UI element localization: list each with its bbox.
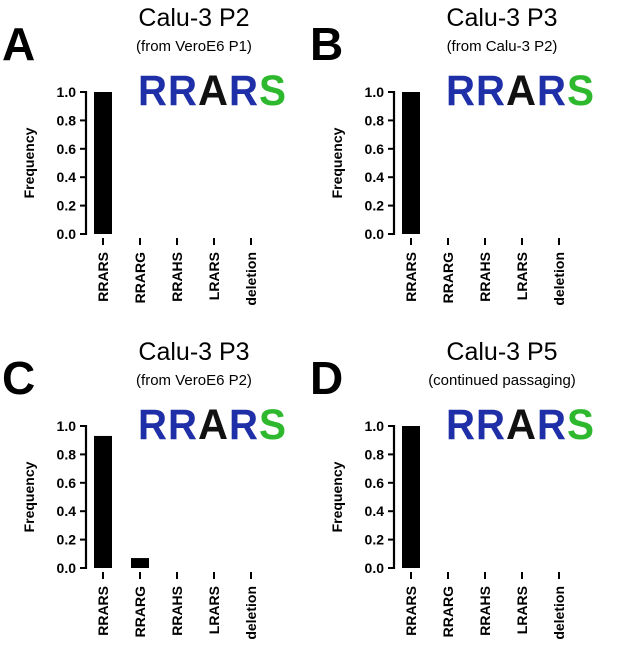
y-axis-label: Frequency <box>21 127 37 198</box>
bar-rrars <box>94 92 112 234</box>
x-tick-label: deletion <box>551 252 567 306</box>
logo-letter: R <box>168 401 197 449</box>
y-tick-label: 1.0 <box>57 418 77 434</box>
x-tick-label: RRARS <box>95 586 111 636</box>
x-tick-label: RRARG <box>132 252 148 303</box>
y-tick-label: 0.8 <box>365 112 385 128</box>
logo-letter: S <box>259 67 286 115</box>
panel-letter: C <box>2 352 35 404</box>
logo-letter: R <box>476 67 505 115</box>
x-tick-label: RRARG <box>132 586 148 637</box>
logo-letter: R <box>138 401 167 449</box>
panel-c: C Calu-3 P3 (from VeroE6 P2) R R A R S 0.0 0.2 0.4… <box>0 334 300 664</box>
chart-a: A Calu-3 P2(from VeroE6 P1)R R A R S0.00.20.4… <box>2 4 286 306</box>
y-tick-label: 1.0 <box>365 84 385 100</box>
y-tick-label: 1.0 <box>57 84 77 100</box>
x-tick-label: RRAHS <box>477 586 493 636</box>
x-tick-label: deletion <box>551 586 567 640</box>
chart-subtitle: (from Calu-3 P2) <box>447 38 558 55</box>
y-axis-label: Frequency <box>21 461 37 532</box>
bar-rrars <box>402 92 420 234</box>
x-tick-label: deletion <box>243 252 259 306</box>
x-tick-label: RRAHS <box>169 252 185 302</box>
y-tick-label: 0.6 <box>57 141 77 157</box>
chart-b: B Calu-3 P3(from Calu-3 P2)R R A R S0.00.20.4… <box>310 4 594 306</box>
x-tick-label: RRARG <box>440 586 456 637</box>
x-tick-label: RRAHS <box>169 586 185 636</box>
y-tick-label: 0.6 <box>57 475 77 491</box>
x-tick-label: LRARS <box>206 586 222 634</box>
chart-subtitle: (continued passaging) <box>428 372 576 389</box>
chart-title: Calu-3 P3 <box>138 338 249 366</box>
chart-title: Calu-3 P3 <box>446 4 557 32</box>
logo-letter: S <box>567 67 594 115</box>
y-tick-label: 0.8 <box>57 112 77 128</box>
logo-letter: A <box>506 67 536 115</box>
logo-letter: A <box>198 67 228 115</box>
y-tick-label: 0.2 <box>365 532 385 548</box>
panel-b: B Calu-3 P3 (from Calu-3 P2) R R A R S 0.0 0.2 0.4… <box>308 0 608 330</box>
logo-letter: R <box>229 401 258 449</box>
chart-title: Calu-3 P5 <box>446 338 557 366</box>
y-tick-label: 0.6 <box>365 475 385 491</box>
logo-letter: R <box>446 401 475 449</box>
logo-letter: S <box>567 401 594 449</box>
y-tick-label: 0.0 <box>57 560 77 576</box>
y-tick-label: 0.2 <box>365 198 385 214</box>
y-tick-label: 0.0 <box>365 560 385 576</box>
logo-letter: S <box>259 401 286 449</box>
y-tick-label: 0.8 <box>365 446 385 462</box>
y-tick-label: 0.6 <box>365 141 385 157</box>
bar-rrars <box>94 435 112 568</box>
y-tick-label: 0.0 <box>57 226 77 242</box>
x-tick-label: LRARS <box>206 252 222 300</box>
panel-letter: D <box>310 352 343 404</box>
panel-letter: B <box>310 18 343 70</box>
logo-letter: R <box>476 401 505 449</box>
panel-d: D Calu-3 P5 (continued passaging) R R A R S 0.0 0… <box>308 334 608 664</box>
chart-c: C Calu-3 P3(from VeroE6 P2)R R A R S0.00.20.4… <box>2 338 286 640</box>
logo-letter: R <box>168 67 197 115</box>
panel-a: A Calu-3 P2 (from VeroE6 P1) R R A R S 0.0 0.2 0.4… <box>0 0 300 330</box>
chart-title: Calu-3 P2 <box>138 4 249 32</box>
y-axis-label: Frequency <box>329 127 345 198</box>
x-tick-label: RRARS <box>403 586 419 636</box>
y-tick-label: 0.4 <box>57 503 77 519</box>
chart-subtitle: (from VeroE6 P2) <box>136 372 252 389</box>
y-tick-label: 0.0 <box>365 226 385 242</box>
logo-letter: R <box>138 67 167 115</box>
logo-letter: A <box>506 401 536 449</box>
bar-rrarg <box>131 558 149 568</box>
x-tick-label: RRARS <box>95 252 111 302</box>
y-tick-label: 0.4 <box>365 503 385 519</box>
logo-letter: R <box>229 67 258 115</box>
logo-letter: R <box>446 67 475 115</box>
panel-letter: A <box>2 18 35 70</box>
x-tick-label: RRARS <box>403 252 419 302</box>
logo-letter: R <box>537 67 566 115</box>
x-tick-label: RRAHS <box>477 252 493 302</box>
y-tick-label: 1.0 <box>365 418 385 434</box>
x-tick-label: RRARG <box>440 252 456 303</box>
y-tick-label: 0.4 <box>57 169 77 185</box>
x-tick-label: LRARS <box>514 252 530 300</box>
y-axis-label: Frequency <box>329 461 345 532</box>
y-tick-label: 0.2 <box>57 532 77 548</box>
chart-subtitle: (from VeroE6 P1) <box>136 38 252 55</box>
logo-letter: A <box>198 401 228 449</box>
x-tick-label: deletion <box>243 586 259 640</box>
logo-letter: R <box>537 401 566 449</box>
chart-d: D Calu-3 P5(continued passaging)R R A R S0.00… <box>310 338 594 640</box>
y-tick-label: 0.4 <box>365 169 385 185</box>
bar-rrars <box>402 426 420 568</box>
y-tick-label: 0.8 <box>57 446 77 462</box>
x-tick-label: LRARS <box>514 586 530 634</box>
y-tick-label: 0.2 <box>57 198 77 214</box>
